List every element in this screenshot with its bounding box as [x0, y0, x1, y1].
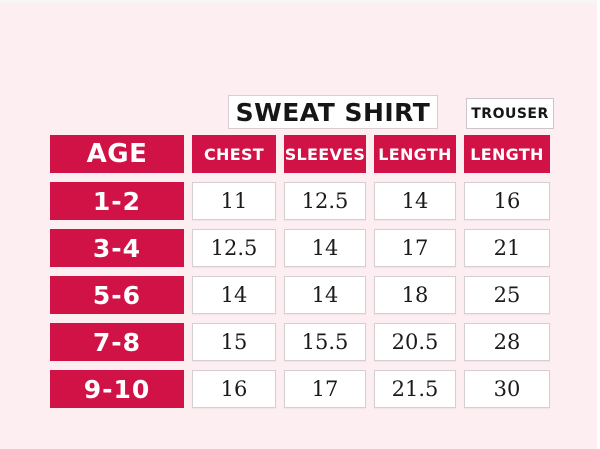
size-table: AGE CHEST SLEEVES LENGTH LENGTH 1-2 11 1… — [50, 135, 550, 408]
cell-7-8-sleeves: 15.5 — [284, 323, 366, 361]
column-header-sleeves: SLEEVES — [284, 135, 366, 173]
cell-5-6-length: 18 — [374, 276, 456, 314]
row-label-age-7-8: 7-8 — [50, 323, 184, 361]
row-label-age-9-10: 9-10 — [50, 370, 184, 408]
row-label-age-5-6: 5-6 — [50, 276, 184, 314]
cell-1-2-trouser-length: 16 — [464, 182, 550, 220]
cell-3-4-chest: 12.5 — [192, 229, 276, 267]
cell-3-4-trouser-length: 21 — [464, 229, 550, 267]
cell-1-2-chest: 11 — [192, 182, 276, 220]
cell-7-8-chest: 15 — [192, 323, 276, 361]
cell-9-10-sleeves: 17 — [284, 370, 366, 408]
cell-3-4-sleeves: 14 — [284, 229, 366, 267]
cell-9-10-length: 21.5 — [374, 370, 456, 408]
trouser-group-header: TROUSER — [466, 98, 554, 129]
row-label-age-3-4: 3-4 — [50, 229, 184, 267]
cell-9-10-chest: 16 — [192, 370, 276, 408]
cell-7-8-trouser-length: 28 — [464, 323, 550, 361]
cell-5-6-trouser-length: 25 — [464, 276, 550, 314]
cell-7-8-length: 20.5 — [374, 323, 456, 361]
right-edge-strip — [597, 0, 600, 449]
cell-5-6-chest: 14 — [192, 276, 276, 314]
column-header-chest: CHEST — [192, 135, 276, 173]
column-header-length-trouser: LENGTH — [464, 135, 550, 173]
column-header-length-sweatshirt: LENGTH — [374, 135, 456, 173]
cell-9-10-trouser-length: 30 — [464, 370, 550, 408]
cell-3-4-length: 17 — [374, 229, 456, 267]
row-label-age-1-2: 1-2 — [50, 182, 184, 220]
sweat-shirt-group-header: SWEAT SHIRT — [228, 95, 438, 129]
cell-1-2-length: 14 — [374, 182, 456, 220]
column-header-age: AGE — [50, 135, 184, 173]
top-edge-strip — [0, 0, 600, 3]
cell-5-6-sleeves: 14 — [284, 276, 366, 314]
cell-1-2-sleeves: 12.5 — [284, 182, 366, 220]
